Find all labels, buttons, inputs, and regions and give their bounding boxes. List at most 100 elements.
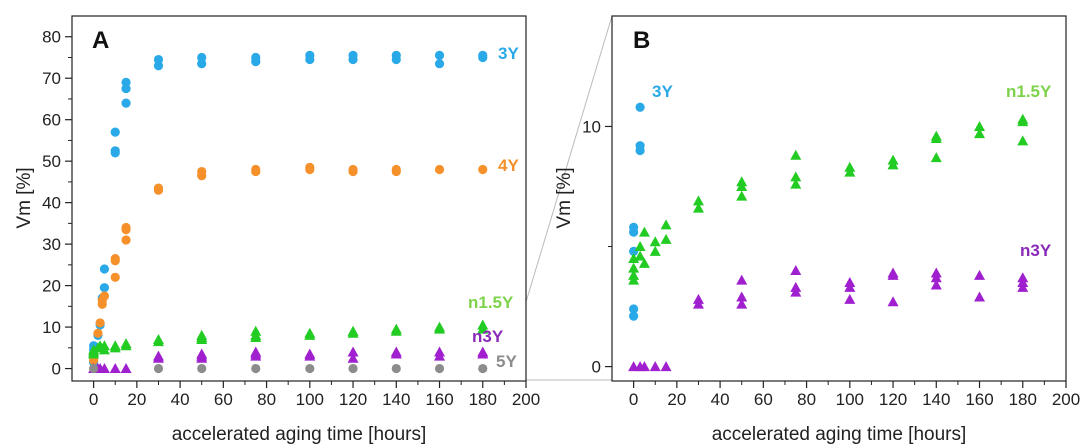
panel-a-axes: 0 20 40 60 80 100 120 140 160 180 200 0 10 20 30 40 50 60… bbox=[42, 28, 540, 409]
panel-b-point-n15y bbox=[649, 236, 661, 247]
panel-a-label-n15y: n1.5Y bbox=[468, 293, 514, 312]
panel-a-frame bbox=[71, 15, 527, 382]
panel-a-point-4y bbox=[99, 291, 110, 301]
panel-a-y-tick-label: 60 bbox=[42, 111, 61, 130]
panel-a-point-4y bbox=[305, 162, 315, 172]
panel-a-label-3y: 3Y bbox=[498, 44, 519, 63]
panel-a-ylabel: Vm [%] bbox=[14, 167, 35, 228]
panel-b-point-n15y bbox=[634, 250, 646, 261]
panel-a-point-4y bbox=[153, 183, 164, 193]
panel-a-point-4y bbox=[434, 164, 445, 175]
panel-a-point-n15y bbox=[98, 340, 110, 351]
panel-a-y-tick-label: 10 bbox=[42, 318, 61, 337]
panel-b-x-tick-label: 0 bbox=[629, 390, 638, 409]
panel-a-point-3y bbox=[110, 146, 120, 156]
panel-a-point-5y bbox=[391, 363, 401, 374]
panel-b-point-n15y bbox=[930, 152, 942, 163]
panel-b-point-3y bbox=[629, 311, 639, 321]
panel-b-point-n3y bbox=[844, 293, 856, 304]
panel-a-point-n3y bbox=[434, 346, 446, 357]
panel-a-point-5y bbox=[153, 363, 164, 374]
panel-b-point-n15y bbox=[628, 262, 640, 273]
panel-b-point-n15y bbox=[790, 178, 802, 189]
panel-a-point-n15y bbox=[434, 321, 446, 332]
panel-a-x-tick-label: 120 bbox=[339, 390, 367, 409]
panel-b-marks bbox=[628, 102, 1029, 372]
panel-b-point-n3y bbox=[930, 279, 942, 290]
panel-b-point-n15y bbox=[634, 241, 646, 252]
panel-b-x-tick-label: 140 bbox=[922, 390, 950, 409]
panel-b-point-n15y bbox=[660, 233, 672, 244]
panel-b-x-tick-label: 160 bbox=[965, 390, 993, 409]
panel-a-point-3y bbox=[305, 50, 315, 61]
panel-b-label-n15y: n1.5Y bbox=[1006, 82, 1052, 101]
panel-b-point-n15y bbox=[974, 128, 986, 139]
panel-a-point-n3y bbox=[152, 350, 164, 361]
panel-a-point-5y bbox=[251, 363, 261, 374]
panel-b-xlabel: accelerated aging time [hours] bbox=[712, 424, 967, 445]
panel-a-point-n15y bbox=[109, 340, 121, 351]
panel-a-point-5y bbox=[478, 363, 488, 374]
panel-b-x-tick-label: 40 bbox=[711, 390, 730, 409]
panel-b-point-n15y bbox=[649, 245, 661, 256]
panel-a-point-n15y bbox=[250, 325, 262, 336]
panel-a-y-tick-label: 50 bbox=[42, 152, 61, 171]
panel-a-point-n15y bbox=[152, 334, 164, 345]
panel-b-x-tick-label: 180 bbox=[1009, 390, 1037, 409]
panel-a-label: A bbox=[92, 27, 109, 54]
panel-b-point-n3y bbox=[974, 291, 986, 302]
panel-a-point-3y bbox=[153, 54, 164, 65]
panel-b-point-n3y bbox=[974, 269, 986, 280]
panel-a-x-tick-label: 140 bbox=[382, 390, 410, 409]
panel-b-point-n3y bbox=[736, 274, 748, 285]
panel-a-point-3y bbox=[99, 283, 110, 293]
panel-a-point-3y bbox=[197, 52, 207, 63]
panel-a-label-5y: 5Y bbox=[496, 352, 517, 371]
panel-b-axes: 0 20 40 60 80 100 120 140 160 180 200 0 10 bbox=[582, 117, 1080, 409]
panel-b-point-n15y bbox=[692, 195, 704, 206]
panel-a-point-4y bbox=[121, 235, 131, 245]
panel-a-point-4y bbox=[93, 328, 103, 338]
panel-b-x-tick-label: 60 bbox=[754, 390, 773, 409]
panel-b-label-3y: 3Y bbox=[652, 82, 673, 101]
panel-b-label: B bbox=[633, 27, 650, 54]
panel-b-y-tick-label: 10 bbox=[582, 117, 601, 136]
panel-a-point-4y bbox=[110, 272, 120, 282]
panel-a-point-3y bbox=[121, 77, 131, 87]
panel-a-point-3y bbox=[478, 50, 488, 61]
panel-a-x-tick-label: 160 bbox=[425, 390, 453, 409]
panel-a-chart: 0 20 40 60 80 100 120 140 160 180 200 0 10 20 30 40 50 60… bbox=[14, 15, 540, 445]
panel-b-point-n15y bbox=[692, 202, 704, 213]
panel-b-point-n15y bbox=[790, 171, 802, 182]
panel-a-point-3y bbox=[121, 98, 131, 108]
panel-a-point-4y bbox=[197, 166, 207, 177]
panel-b-point-n15y bbox=[1017, 113, 1029, 124]
panel-b-point-n3y bbox=[930, 267, 942, 278]
panel-a-point-n15y bbox=[390, 323, 402, 334]
panel-a-point-n15y bbox=[120, 338, 132, 349]
panel-a-y-tick-label: 40 bbox=[42, 194, 61, 213]
panel-b-point-n15y bbox=[930, 130, 942, 141]
panel-a-point-n3y bbox=[109, 363, 121, 374]
panel-b-point-n3y bbox=[887, 267, 899, 278]
panel-b-frame bbox=[611, 15, 1067, 382]
panel-b-chart: 0 20 40 60 80 100 120 140 160 180 200 0 10 B 3Y n1.5… bbox=[554, 15, 1080, 445]
panel-a-point-n3y bbox=[98, 363, 110, 374]
panel-b-point-3y bbox=[629, 222, 639, 232]
panel-a-y-tick-label: 0 bbox=[52, 360, 61, 379]
panel-a-point-n15y bbox=[304, 327, 316, 338]
panel-a-x-tick-label: 60 bbox=[214, 390, 233, 409]
panel-b-point-n3y bbox=[887, 296, 899, 307]
panel-b-point-n3y bbox=[649, 361, 661, 372]
panel-b-point-n15y bbox=[660, 219, 672, 230]
panel-a-point-n3y bbox=[196, 348, 208, 359]
panel-a-point-4y bbox=[110, 254, 120, 264]
zoom-connector-top bbox=[525, 15, 613, 303]
panel-a-point-n15y bbox=[477, 319, 489, 330]
panel-a-y-tick-label: 20 bbox=[42, 277, 61, 296]
panel-a-marks bbox=[88, 50, 489, 374]
panel-a-point-3y bbox=[251, 52, 261, 63]
panel-a-point-n15y bbox=[196, 329, 208, 340]
panel-b-x-tick-label: 200 bbox=[1052, 390, 1080, 409]
panel-a-x-tick-label: 20 bbox=[127, 390, 146, 409]
